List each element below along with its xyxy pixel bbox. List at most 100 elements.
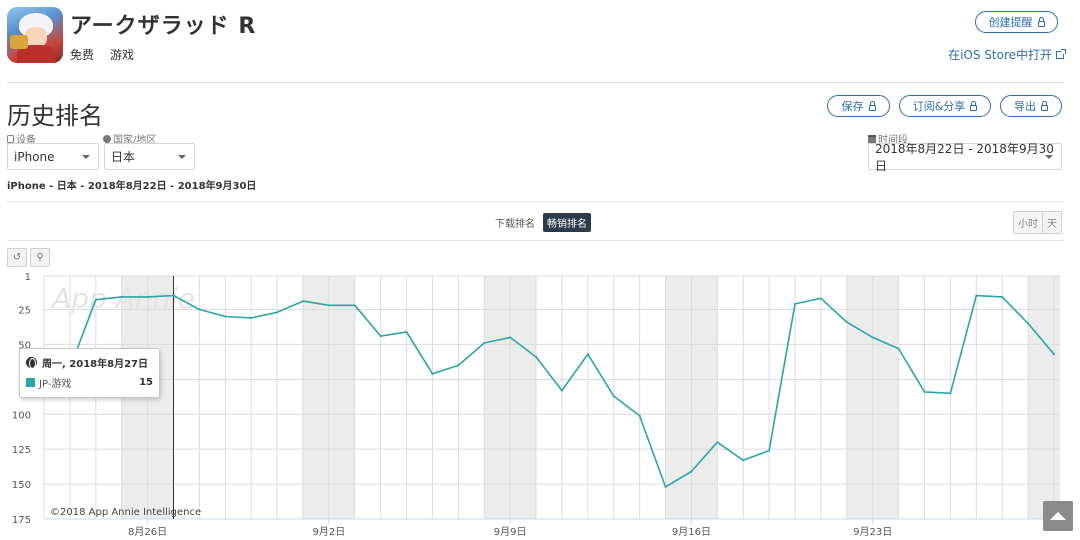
granularity-day[interactable]: 天 — [1042, 212, 1061, 233]
globe-icon — [26, 357, 37, 369]
data-point — [949, 392, 952, 395]
export-button[interactable]: 导出 — [1000, 95, 1062, 117]
data-point — [301, 300, 304, 303]
data-point — [120, 295, 123, 298]
data-point — [379, 335, 382, 338]
divider — [7, 201, 1064, 202]
device-filter-label: 设备 — [7, 131, 36, 146]
app-category[interactable]: 游戏 — [110, 48, 135, 62]
weekend-band — [484, 276, 511, 519]
device-select[interactable]: iPhone — [7, 143, 99, 170]
data-point — [198, 308, 201, 311]
data-point — [1027, 322, 1030, 325]
x-tick-label: 8月26日 — [128, 526, 167, 538]
data-point — [716, 441, 719, 444]
y-tick-label: 25 — [18, 306, 31, 317]
weekend-band — [302, 276, 329, 519]
data-point — [560, 389, 563, 392]
lock-icon — [1037, 17, 1045, 27]
data-point — [276, 311, 279, 314]
granularity-toggle: 小时 天 — [1013, 211, 1062, 234]
data-point — [690, 470, 693, 473]
lock-icon — [970, 101, 978, 111]
country-label-text: 国家/地区 — [113, 135, 157, 146]
app-price: 免费 — [70, 48, 95, 62]
save-button[interactable]: 保存 — [827, 95, 890, 117]
tooltip-date: 周一, 2018年8月27日 — [42, 359, 148, 370]
subscribe-share-button[interactable]: 订阅&分享 — [899, 95, 991, 117]
data-point — [224, 315, 227, 318]
data-point — [794, 302, 797, 305]
data-point — [612, 395, 615, 398]
x-tick-label: 9月9日 — [494, 526, 527, 538]
data-point — [819, 297, 822, 300]
tooltip-header: 周一, 2018年8月27日 — [26, 355, 148, 370]
period-filter-label: 时间段 — [868, 131, 908, 146]
series-swatch — [26, 378, 35, 387]
globe-icon — [103, 134, 111, 143]
external-link-icon — [1056, 48, 1066, 59]
open-in-ios-store-link[interactable]: 在iOS Store中打开 — [948, 46, 1066, 63]
app-meta: 免费 游戏 — [70, 46, 134, 63]
data-point — [586, 353, 589, 356]
data-point — [172, 294, 175, 297]
create-alert-button[interactable]: 创建提醒 — [975, 11, 1058, 33]
data-point — [146, 295, 149, 298]
weekend-band — [846, 276, 873, 519]
device-value: iPhone — [14, 149, 55, 164]
tooltip-series: JP-游戏 — [39, 379, 72, 390]
data-point — [897, 347, 900, 350]
divider — [7, 240, 1064, 241]
device-label-text: 设备 — [16, 135, 36, 146]
chevron-down-icon — [178, 155, 186, 159]
subscribe-label: 订阅&分享 — [912, 100, 966, 113]
data-point — [405, 330, 408, 333]
lock-icon — [868, 101, 876, 111]
tab-grossing-rank[interactable]: 畅销排名 — [543, 213, 591, 232]
scroll-to-top-button[interactable] — [1043, 501, 1073, 531]
data-point — [923, 390, 926, 393]
device-icon — [7, 134, 14, 143]
period-label-text: 时间段 — [878, 135, 908, 146]
data-point — [250, 316, 253, 319]
y-tick-label: 1 — [25, 272, 31, 283]
x-tick-label: 9月2日 — [313, 526, 346, 538]
data-point — [327, 304, 330, 307]
granularity-hour[interactable]: 小时 — [1014, 212, 1042, 233]
data-point — [871, 336, 874, 339]
tooltip-value: 15 — [139, 377, 153, 388]
ios-link-label: 在iOS Store中打开 — [948, 48, 1052, 62]
data-point — [509, 336, 512, 339]
reset-zoom-button[interactable]: ↺ — [7, 248, 27, 267]
data-point — [431, 372, 434, 375]
data-point — [638, 414, 641, 417]
period-value: 2018年8月22日 - 2018年9月30日 — [875, 141, 1054, 173]
weekend-band — [872, 276, 899, 519]
data-point — [975, 294, 978, 297]
weekend-band — [328, 276, 355, 519]
undo-icon: ↺ — [12, 252, 22, 263]
watermark: App Annie — [50, 282, 195, 315]
data-point — [742, 459, 745, 462]
data-point — [535, 356, 538, 358]
x-tick-label: 9月16日 — [672, 526, 711, 538]
tooltip-row: JP-游戏 15 — [26, 375, 153, 390]
period-select[interactable]: 2018年8月22日 - 2018年9月30日 — [868, 142, 1062, 173]
y-tick-label: 175 — [12, 515, 31, 526]
data-point — [768, 449, 771, 452]
lock-icon — [1041, 101, 1048, 111]
tab-downloads-rank[interactable]: 下载排名 — [495, 219, 535, 230]
y-tick-label: 125 — [12, 445, 31, 456]
save-label: 保存 — [841, 100, 864, 113]
weekend-band — [691, 276, 718, 519]
rank-history-chart[interactable]: 12550751001251501758月26日9月2日9月9日9月16日9月2… — [0, 268, 1080, 540]
copyright: ©2018 App Annie Intelligence — [50, 507, 201, 518]
zoom-icon: ⚲ — [36, 252, 44, 263]
weekend-band — [1028, 276, 1054, 519]
chart-tooltip: 周一, 2018年8月27日 JP-游戏 15 — [19, 348, 160, 398]
weekend-band — [1054, 276, 1060, 519]
divider — [7, 82, 1064, 83]
y-tick-label: 100 — [12, 410, 31, 421]
zoom-button[interactable]: ⚲ — [30, 248, 50, 267]
country-select[interactable]: 日本 — [104, 143, 195, 170]
